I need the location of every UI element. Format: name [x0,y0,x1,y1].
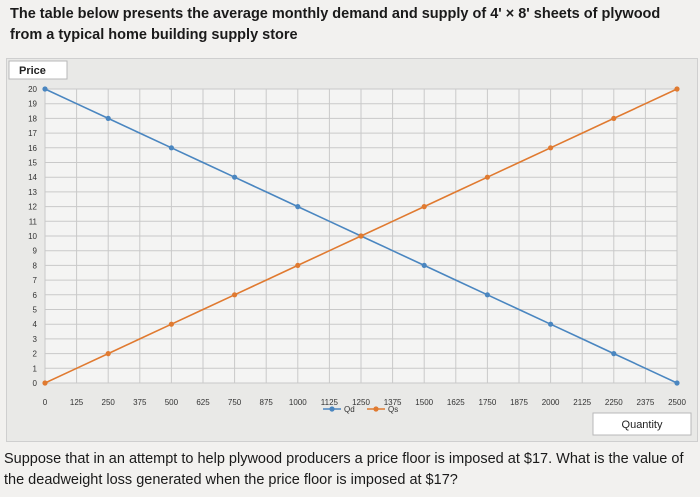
data-point-qd [232,174,238,180]
x-axis-title-box [592,412,692,436]
x-tick-label: 1375 [384,398,402,407]
data-point-qd [421,262,427,268]
data-point-qs [674,86,680,92]
y-tick-label: 2 [33,350,38,359]
data-point-qd [548,321,554,327]
y-axis-title: Price [19,65,46,77]
y-tick-label: 4 [33,320,38,329]
data-point-qd [611,351,617,357]
y-tick-label: 18 [28,114,37,123]
x-tick-label: 875 [260,398,274,407]
data-point-qs [168,321,174,327]
x-tick-label: 625 [196,398,210,407]
y-tick-label: 11 [29,217,38,226]
x-tick-label: 1875 [510,398,528,407]
x-tick-label: 2000 [542,398,560,407]
y-tick-label: 3 [33,335,38,344]
y-tick-label: 16 [28,144,37,153]
x-tick-label: 750 [228,398,242,407]
y-tick-label: 0 [33,379,38,388]
data-point-qd [105,115,111,121]
x-tick-label: 1750 [479,398,497,407]
x-tick-label: 125 [70,398,84,407]
y-tick-label: 10 [28,232,37,241]
legend-marker-qd [329,406,335,412]
series-group [42,86,680,386]
legend: Qd Qs [323,405,398,414]
chart-area: Price 0 1 2 3 4 5 6 7 8 9 10 11 12 13 14 15 16 17 18 19 20 0… [6,58,698,442]
data-point-qs [421,204,427,210]
data-point-qs [611,115,617,121]
data-point-qs [295,262,301,268]
x-tick-label: 375 [133,398,147,407]
y-axis-title-box [8,60,68,80]
question-text: Suppose that in an attempt to help plywo… [4,451,684,488]
legend-label-qs: Qs [388,405,398,414]
data-point-qs [42,380,48,386]
x-tick-label: 2500 [668,398,686,407]
data-point-qs [232,292,238,298]
x-tick-label: 1000 [289,398,307,407]
data-point-qs [548,145,554,151]
x-tick-label: 500 [165,398,179,407]
y-tick-label: 15 [28,159,37,168]
y-tick-label: 12 [28,203,37,212]
legend-label-qd: Qd [344,405,355,414]
y-tick-label: 7 [33,276,38,285]
x-tick-label: 0 [43,398,48,407]
intro-text: The table below presents the average mon… [10,6,661,43]
y-tick-label: 13 [28,188,37,197]
data-point-qs [358,233,364,239]
x-axis-title: Quantity [622,419,663,431]
x-tick-labels: 0 125 250 375 500 625 750 875 1000 1125 1250 1375 15… [43,398,687,407]
x-tick-label: 1250 [352,398,370,407]
y-tick-label: 17 [28,129,37,138]
y-tick-label: 1 [33,364,38,373]
data-point-qs [484,174,490,180]
x-tick-label: 1500 [415,398,433,407]
data-point-qd [168,145,174,151]
y-tick-label: 14 [28,173,37,182]
y-tick-label: 9 [33,247,38,256]
data-point-qd [295,204,301,210]
data-point-qd [674,380,680,386]
x-tick-label: 1125 [321,398,339,407]
data-point-qd [484,292,490,298]
x-tick-label: 2250 [605,398,623,407]
data-point-qs [105,351,111,357]
x-tick-label: 2125 [573,398,591,407]
legend-marker-qs [373,406,379,412]
y-tick-label: 19 [28,100,37,109]
x-tick-label: 1625 [447,398,465,407]
y-tick-label: 6 [33,291,38,300]
x-tick-label: 250 [102,398,116,407]
y-tick-label: 8 [33,261,38,270]
data-point-qd [42,86,48,92]
x-tick-label: 2375 [637,398,655,407]
y-tick-label: 5 [33,306,38,315]
y-tick-label: 20 [28,85,37,94]
